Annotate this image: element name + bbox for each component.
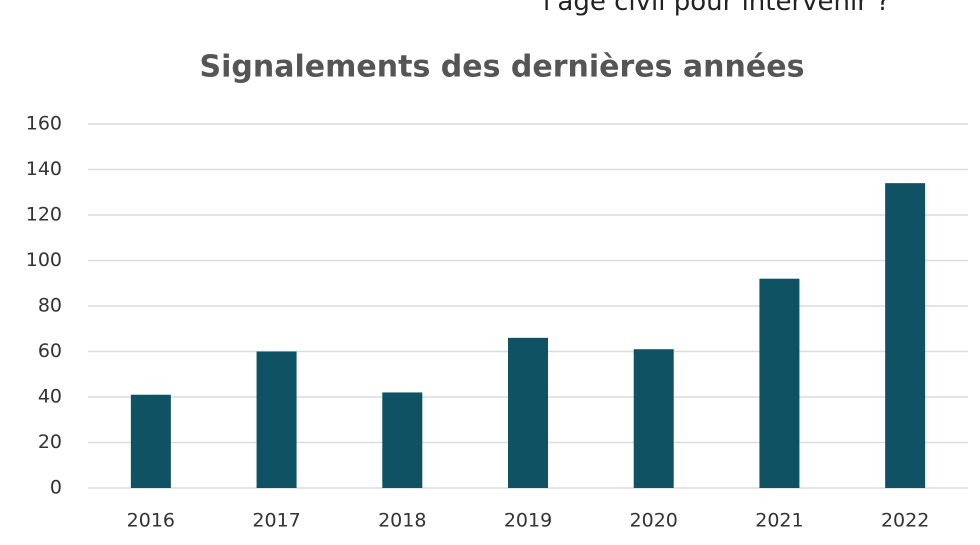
y-tick-label: 60 <box>38 340 62 362</box>
bar <box>885 183 926 488</box>
y-tick-label: 140 <box>26 158 62 180</box>
y-tick-label: 160 <box>26 113 62 135</box>
bar <box>382 392 423 488</box>
y-tick-label: 80 <box>38 295 62 317</box>
bar <box>633 349 674 488</box>
y-tick-label: 100 <box>26 249 62 271</box>
x-tick-label: 2017 <box>252 510 300 532</box>
bar <box>759 278 800 488</box>
x-tick-label: 2021 <box>755 510 803 532</box>
y-tick-label: 40 <box>38 386 62 408</box>
y-tick-label: 120 <box>26 204 62 226</box>
chart-title: Signalements des dernières années <box>200 50 805 85</box>
x-tick-label: 2018 <box>378 510 426 532</box>
bar <box>256 351 297 488</box>
page-text: l'âge civil pour intervenir ? <box>543 0 890 17</box>
x-tick-label: 2022 <box>881 510 929 532</box>
x-tick-label: 2019 <box>504 510 552 532</box>
y-tick-label: 0 <box>50 477 62 499</box>
y-tick-label: 20 <box>38 431 62 453</box>
x-tick-label: 2016 <box>127 510 175 532</box>
x-tick-label: 2020 <box>630 510 678 532</box>
bar <box>130 394 171 488</box>
bar <box>508 337 548 488</box>
